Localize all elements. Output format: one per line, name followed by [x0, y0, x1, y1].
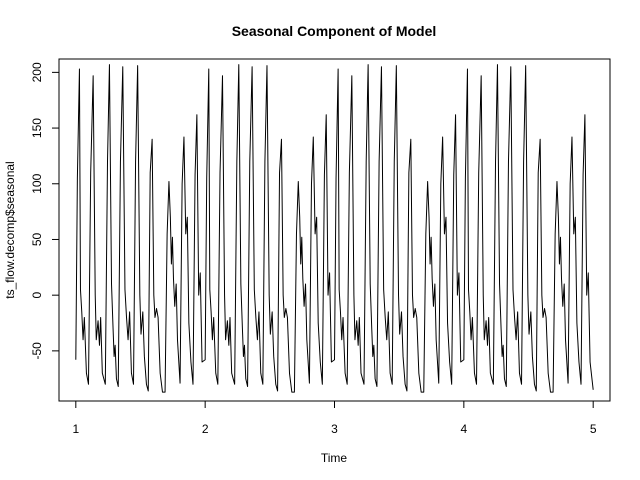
- x-axis: 1 2 3 4 5: [72, 400, 597, 436]
- x-axis-label: Time: [321, 451, 348, 465]
- y-tick-label: 150: [30, 118, 44, 138]
- x-tick-label: 1: [72, 422, 79, 436]
- x-tick-label: 4: [460, 422, 467, 436]
- chart-title: Seasonal Component of Model: [232, 23, 437, 39]
- y-tick-label: 200: [30, 62, 44, 82]
- x-tick-label: 5: [590, 422, 597, 436]
- x-tick-label: 3: [331, 422, 338, 436]
- y-tick-label: 50: [30, 232, 44, 246]
- y-tick-label: 100: [30, 173, 44, 193]
- series-layer: [75, 64, 594, 393]
- y-axis-label: ts_flow.decomp$seasonal: [3, 161, 17, 298]
- y-axis: -50 0 50 100 150 200: [30, 62, 60, 360]
- x-tick-label: 2: [202, 422, 209, 436]
- y-tick-label: 0: [30, 292, 44, 299]
- seasonal-series-line: [75, 64, 594, 393]
- y-tick-label: -50: [30, 342, 44, 360]
